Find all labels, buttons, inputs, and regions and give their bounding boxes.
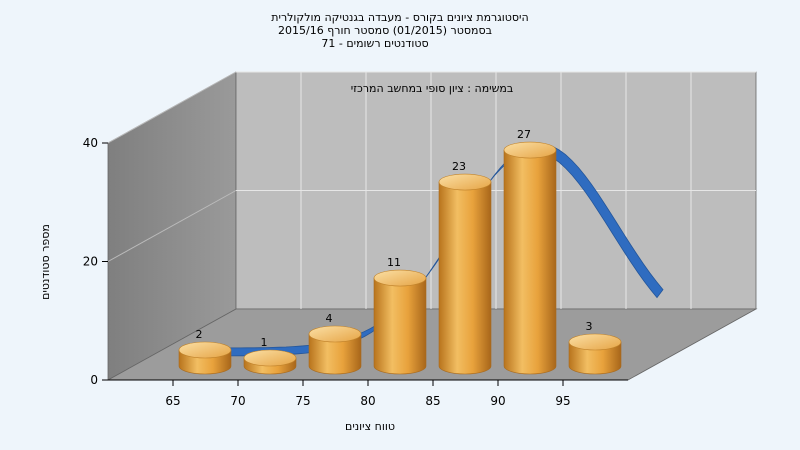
- chart-title-line-2: בסמסטר (01/2015) סמסטר חורף 2015/16: [278, 24, 492, 37]
- bar-value-label: 3: [586, 320, 593, 333]
- bar-cap: [503, 141, 557, 159]
- x-tick-label: 75: [295, 394, 310, 408]
- bar-value-label: 11: [387, 256, 401, 269]
- bar-body: [568, 341, 622, 375]
- x-tick-label: 70: [230, 394, 245, 408]
- bar: 2: [178, 328, 232, 375]
- bar-cap: [178, 341, 232, 359]
- x-tick-label: 90: [490, 394, 505, 408]
- bar: 23: [438, 160, 492, 375]
- bar-value-label: 1: [261, 336, 268, 349]
- bar: 4: [308, 312, 362, 375]
- bar-value-label: 23: [452, 160, 466, 173]
- bar-value-label: 4: [326, 312, 333, 325]
- bar: 1: [243, 336, 297, 375]
- bar-value-label: 2: [196, 328, 203, 341]
- bar-body: [308, 333, 362, 375]
- y-tick-label: 0: [90, 373, 98, 387]
- y-tick-label: 40: [83, 136, 98, 150]
- chart-title-line-1: היסטוגרמת ציונים בקורס - מעבדה בגנטיקה מ…: [271, 11, 528, 24]
- y-tick-label: 20: [83, 255, 98, 269]
- bar-cap: [568, 333, 622, 351]
- bar-cap: [438, 173, 492, 191]
- axis-ticks: 65 70 75 80 85 90 95 0 20 40: [83, 136, 628, 408]
- x-tick-label: 85: [425, 394, 440, 408]
- chart-subtitle: במשימה : ציון סופי במחשב המרכזי: [351, 82, 514, 95]
- bar: 11: [373, 256, 427, 375]
- bar-body: [503, 149, 557, 375]
- bar-body: [438, 181, 492, 375]
- bar-cap: [308, 325, 362, 343]
- grid-line-side: [107, 71, 237, 144]
- plot-box: [106, 71, 758, 381]
- bar-value-label: 27: [517, 128, 531, 141]
- bar-cap: [373, 269, 427, 287]
- bar-body: [373, 277, 427, 375]
- bars: 2 1 4 11 23 27 3: [178, 128, 622, 375]
- x-tick-label: 80: [360, 394, 375, 408]
- bar: 3: [568, 320, 622, 375]
- grid-lines: [107, 71, 756, 309]
- y-axis-label: מספר סטודנטים: [39, 224, 52, 300]
- x-tick-label: 65: [165, 394, 180, 408]
- x-axis-label: טווח ציונים: [345, 420, 395, 433]
- grid-line-side: [107, 190, 237, 262]
- bar-cap: [243, 349, 297, 367]
- bar: 27: [503, 128, 557, 375]
- chart-title-line-3: סטודנטים רשומים - 71: [321, 37, 428, 50]
- x-tick-label: 95: [555, 394, 570, 408]
